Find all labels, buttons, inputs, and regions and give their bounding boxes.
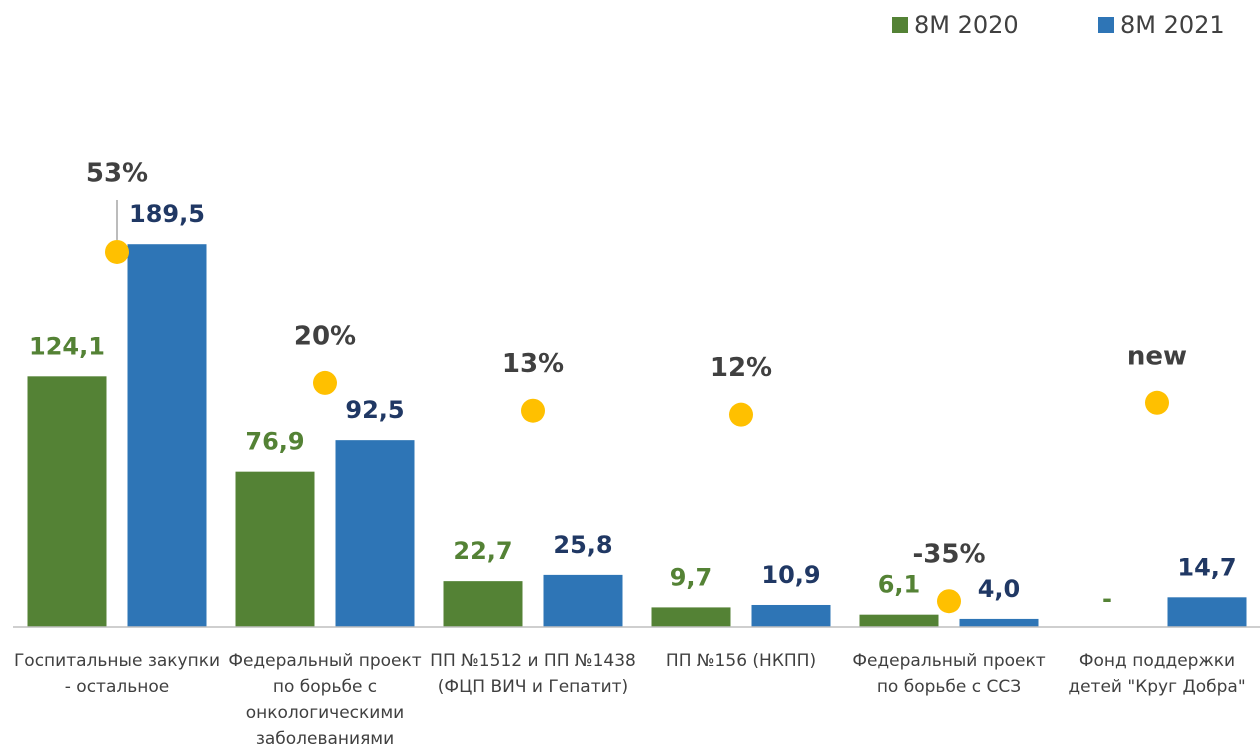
data-label: 92,5: [345, 396, 404, 424]
bar: [235, 471, 315, 627]
growth-label: 13%: [502, 349, 564, 379]
growth-label: 12%: [710, 353, 772, 383]
x-tick-label: ПП №156 (НКПП): [665, 651, 817, 671]
x-tick-label: Госпитальные закупки - остальное: [13, 651, 221, 697]
data-label: 76,9: [245, 428, 304, 456]
bar: [751, 604, 831, 627]
data-label: 9,7: [670, 563, 713, 591]
x-tick-label: Федеральный проект по борьбе с ССЗ: [852, 651, 1046, 697]
legend-swatch: [892, 17, 908, 33]
growth-label: -35%: [912, 540, 985, 570]
x-tick-label: Федеральный проект по борьбе с онкологич…: [228, 651, 422, 749]
growth-label: new: [1127, 341, 1187, 371]
legend-label: 8М 2021: [1120, 11, 1225, 39]
growth-marker: [105, 239, 129, 264]
data-label: -: [1102, 585, 1112, 613]
growth-marker: [521, 398, 545, 423]
growth-label: 20%: [294, 321, 356, 351]
bar: [543, 574, 623, 627]
growth-marker: [937, 589, 961, 614]
growth-label: 53%: [86, 158, 148, 188]
data-label: 6,1: [878, 571, 921, 599]
data-label: 10,9: [761, 561, 820, 589]
growth-marker: [729, 402, 753, 427]
growth-marker: [1145, 390, 1169, 415]
growth-marker: [313, 370, 337, 395]
bar: [859, 614, 939, 627]
bar: [127, 244, 207, 627]
bar: [1167, 597, 1247, 627]
bar: [27, 376, 107, 627]
legend-label: 8М 2020: [914, 11, 1019, 39]
bar: [335, 440, 415, 627]
legend-swatch: [1098, 17, 1114, 33]
data-label: 25,8: [553, 531, 612, 559]
data-label: 124,1: [29, 332, 105, 360]
bar: [959, 618, 1039, 627]
x-tick-label: ПП №1512 и ПП №1438 (ФЦП ВИЧ и Гепатит): [430, 651, 636, 697]
data-label: 14,7: [1177, 553, 1236, 581]
data-label: 22,7: [453, 537, 512, 565]
x-tick-label: Фонд поддержки детей "Круг Добра": [1068, 651, 1246, 697]
data-label: 4,0: [978, 575, 1021, 603]
bar: [651, 607, 731, 627]
bar: [443, 581, 523, 627]
data-label: 189,5: [129, 200, 205, 228]
